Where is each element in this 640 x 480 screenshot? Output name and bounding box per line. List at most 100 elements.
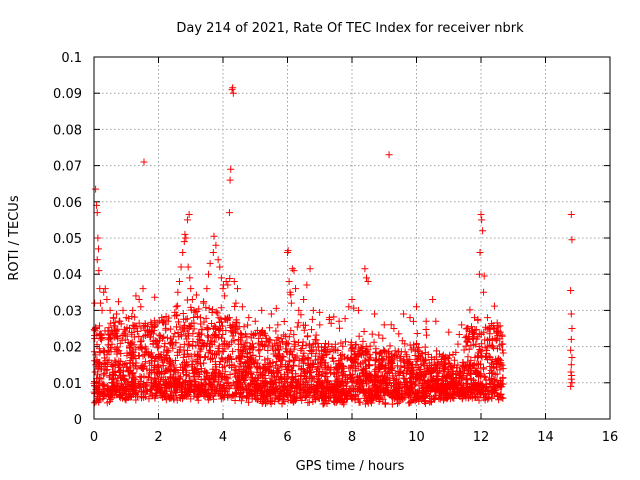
data-point [568,353,576,361]
data-point [466,370,474,378]
data-point [478,347,486,355]
data-point [400,310,408,318]
data-point [470,335,478,343]
data-point [189,337,197,345]
data-point [431,394,439,402]
data-point [338,388,346,396]
data-point [306,372,314,380]
data-point [409,317,417,325]
data-point [305,340,313,348]
data-point [469,362,477,370]
data-point [230,337,238,345]
data-point [368,394,376,402]
data-point [338,350,346,358]
chart-title: Day 214 of 2021, Rate Of TEC Index for r… [176,21,524,36]
data-point [318,361,326,369]
data-point [122,327,130,335]
data-point [178,383,186,391]
x-tick-label: 0 [90,430,98,445]
data-point [241,373,249,381]
data-point [210,378,218,386]
data-point [268,374,276,382]
data-point [499,349,507,357]
data-point [111,333,119,341]
data-point [266,324,274,332]
data-point [207,372,215,380]
data-point [251,374,259,382]
data-point [130,341,138,349]
data-point [96,349,104,357]
data-point [189,357,197,365]
data-point [229,84,237,92]
data-point [324,363,332,371]
data-point [294,319,302,327]
x-tick-label: 6 [283,430,291,445]
data-point [98,380,106,388]
data-point [327,319,335,327]
data-point [294,338,302,346]
data-point [210,324,218,332]
data-point [110,322,118,330]
data-point [129,350,137,358]
data-point [309,306,317,314]
data-point [135,332,143,340]
data-point [334,369,342,377]
data-point [106,306,114,314]
data-point [151,394,159,402]
data-point [475,383,483,391]
data-point [125,325,133,332]
data-point [193,393,201,401]
data-point [130,322,138,330]
data-point [309,359,317,367]
data-point [355,332,363,340]
data-point [151,337,159,345]
data-point [392,351,400,359]
data-point [176,343,184,351]
data-point [316,380,324,388]
data-point [422,317,430,325]
y-tick-label: 0.09 [53,87,82,102]
data-point [125,367,133,375]
data-point [221,368,229,376]
data-point [284,366,292,374]
data-point [187,395,195,403]
data-point [401,348,409,356]
data-point [422,326,430,334]
data-point [354,306,362,314]
data-point [386,342,394,350]
data-point [273,336,281,344]
data-point [200,388,208,396]
data-point [155,363,163,371]
data-point [164,348,172,356]
data-point [195,305,203,313]
data-point [184,330,192,338]
data-point [300,389,308,397]
data-point [184,263,192,271]
data-point [187,303,195,311]
data-point [303,367,311,375]
data-point [141,358,149,366]
data-point [150,357,158,365]
data-point [458,321,466,329]
data-point [456,367,464,375]
data-point [568,325,576,332]
data-point [364,277,372,285]
data-point [482,393,490,401]
data-point [259,364,267,372]
data-point [232,299,240,307]
data-point [239,368,247,376]
data-point [128,370,136,378]
data-point [212,351,220,359]
data-point [314,364,322,372]
y-tick-label: 0.04 [53,268,82,283]
data-point [264,355,272,363]
data-point [406,390,414,398]
data-point [486,370,494,378]
data-point [384,370,392,378]
data-point [567,361,575,369]
data-point [147,318,155,326]
data-point [567,210,575,218]
data-point [179,353,187,361]
data-point [471,393,479,401]
data-point [273,373,281,381]
